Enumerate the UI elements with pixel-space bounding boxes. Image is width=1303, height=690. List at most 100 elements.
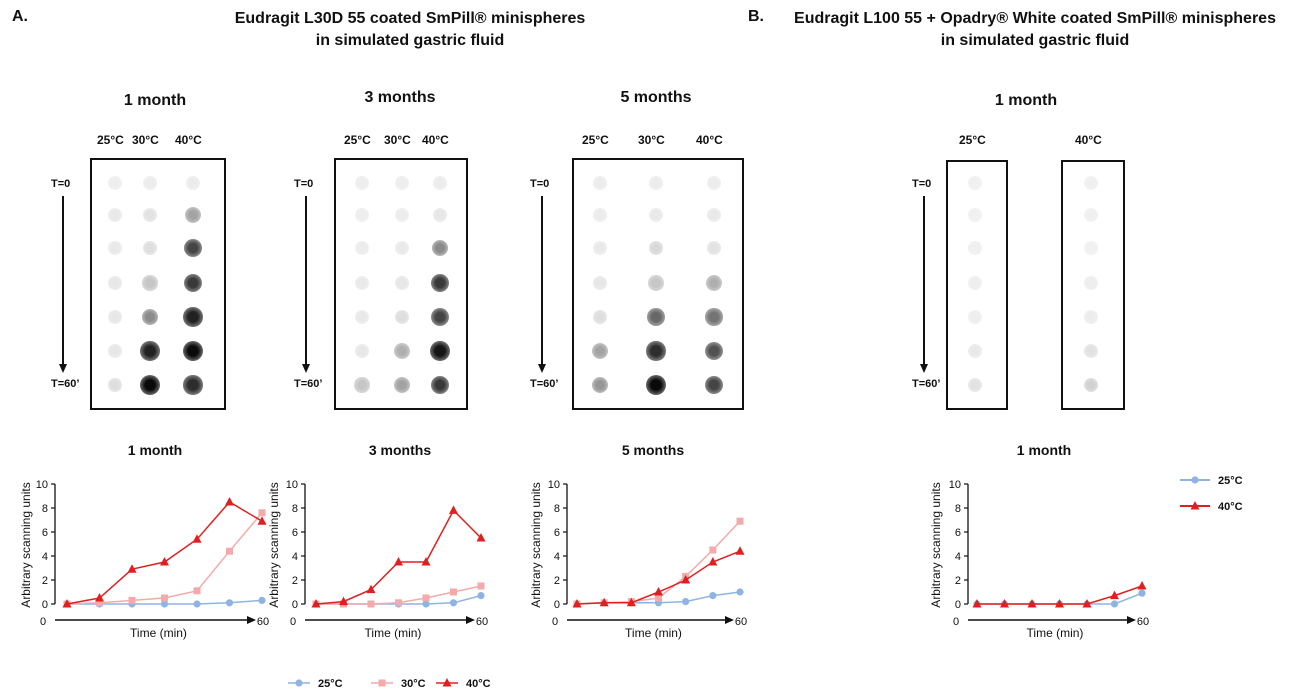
blot-dot [354,207,370,223]
blot-0-t0: T=0 [51,178,71,190]
time-arrow-head [1127,616,1136,624]
blot-temp-label: 25°C [344,133,371,147]
blot-2-t60: T=60’ [530,378,559,390]
data-point [366,584,376,594]
blot-dot [648,240,664,256]
y-tick-label: 6 [554,527,560,539]
data-point [477,582,485,590]
legend-marker [1190,501,1200,510]
data-point [682,598,690,606]
blot-dot [394,275,410,291]
data-point [225,497,234,506]
blot-dot [354,377,370,393]
blot-dot [967,275,983,291]
blot-dot [107,377,123,393]
legend-marker [378,679,386,687]
data-point [708,557,718,566]
blot-temp-label: 25°C [582,133,609,147]
data-point [258,509,266,517]
chart-title: 1 month [1017,442,1071,458]
data-point [192,534,202,543]
blot-title-2: 5 months [620,89,692,106]
blot-2-t0: T=0 [530,178,550,190]
legend-marker [442,678,452,687]
data-point [476,533,486,542]
x-axis-label: Time (min) [130,626,187,640]
data-point [95,593,104,602]
y-tick-label: 4 [554,551,560,563]
y-tick-label: 10 [949,479,961,491]
blot-0-arrow-line [62,196,64,366]
data-point [193,587,201,595]
y-tick-label: 2 [955,575,961,587]
blot-3-t60: T=60’ [912,378,941,390]
blot-title-3: 1 month [994,92,1058,109]
x-axis-label: Time (min) [625,626,682,640]
blot-dot [394,207,410,223]
data-point [1082,599,1092,608]
y-tick-label: 10 [36,479,48,491]
blot-dot [183,375,203,395]
blot-temp-label: 25°C [959,133,986,147]
blot-dot [1083,207,1099,223]
y-tick-label: 8 [42,503,48,515]
blot-1-arrow-line [305,196,307,366]
blot-1-arrow-head [302,364,310,373]
blot-2-arrow-head [538,364,546,373]
y-tick-label: 10 [286,479,298,491]
blot-dot [183,307,203,327]
blot-dot [592,240,608,256]
blot-dot [967,343,983,359]
y-tick-label: 6 [955,527,961,539]
blot-dot [706,207,722,223]
x-tick-label: 0 [953,616,959,628]
data-point [450,588,457,596]
blot-1-t60: T=60’ [294,378,323,390]
blot-dot [140,375,160,395]
y-axis-label: Arbitrary scanning units [267,482,281,607]
blot-dot [354,309,370,325]
blot-dot [183,238,203,258]
data-point [161,594,168,602]
blot-dot [592,175,608,191]
data-point [449,505,458,514]
blot-dot [1083,377,1099,393]
data-point [1110,600,1119,608]
blot-dot [591,376,609,394]
blot-dot [354,175,370,191]
blot-2-arrow-line [541,196,543,366]
blot-dot [967,175,983,191]
blot-temp-label: 30°C [132,133,159,147]
blot-dot [706,175,722,191]
y-tick-label: 8 [554,503,560,515]
blot-dot [107,275,123,291]
panel-b-title-line1: Eudragit L100 55 + Opadry® White coated … [794,10,1276,27]
data-point [225,599,234,607]
blot-temp-label: 30°C [638,133,665,147]
chart-title: 3 months [369,442,431,458]
y-tick-label: 4 [292,551,298,563]
data-point [709,546,717,554]
data-point [128,596,136,604]
blot-3-t0: T=0 [912,178,932,190]
blot-dot [967,309,983,325]
panel-b-label: B. [748,8,764,25]
blot-dot [1083,309,1099,325]
y-tick-label: 2 [292,575,298,587]
y-tick-label: 4 [42,551,48,563]
blot-dot [648,175,664,191]
legend-marker [1191,476,1199,484]
y-tick-label: 4 [955,551,961,563]
blot-dot [592,309,608,325]
blot-dot [394,175,410,191]
blot-dot [592,207,608,223]
y-tick-label: 6 [292,527,298,539]
blot-dot [592,275,608,291]
legend-label: 40°C [466,678,491,690]
blot-temp-label: 40°C [175,133,202,147]
x-tick-label: 0 [290,616,296,628]
blot-dot [647,308,665,326]
blot-dot [706,240,722,256]
panel-b-title: Eudragit L100 55 + Opadry® White coated … [775,8,1295,52]
